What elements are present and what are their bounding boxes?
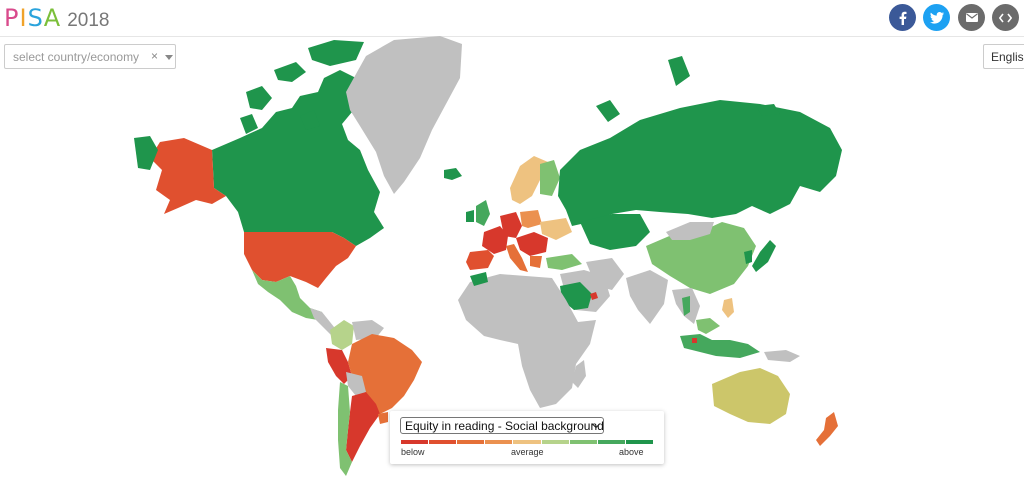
region-balkans[interactable] <box>516 232 548 256</box>
region-philippines[interactable] <box>722 298 734 318</box>
region-greece[interactable] <box>530 256 542 268</box>
region-africa[interactable] <box>458 274 596 408</box>
logo-letter-p: P <box>4 4 20 32</box>
region-poland[interactable] <box>520 210 542 228</box>
region-greenland[interactable] <box>346 36 462 194</box>
legend-swatch <box>457 440 485 444</box>
logo-wordmark: PISA <box>4 4 61 32</box>
region-russia-north-islands[interactable] <box>596 56 780 122</box>
region-uk[interactable] <box>476 200 490 226</box>
region-morocco[interactable] <box>470 272 488 286</box>
region-colombia[interactable] <box>330 320 354 350</box>
region-mongolia[interactable] <box>666 222 714 240</box>
map-legend: Equity in reading - Social background be… <box>390 411 664 464</box>
legend-swatch <box>401 440 429 444</box>
region-alaska[interactable] <box>150 138 226 214</box>
region-scandinavia[interactable] <box>510 156 548 204</box>
region-peru[interactable] <box>326 348 352 384</box>
facebook-icon <box>899 11 906 25</box>
legend-label-above: above <box>619 447 644 457</box>
region-japan[interactable] <box>752 240 776 272</box>
region-bolivia[interactable] <box>346 372 366 396</box>
region-turkey[interactable] <box>546 254 582 270</box>
legend-label-average: average <box>511 447 544 457</box>
logo-year: 2018 <box>67 10 110 31</box>
legend-swatch <box>597 440 625 444</box>
legend-swatch <box>513 440 541 444</box>
region-alaska-west[interactable] <box>134 136 158 170</box>
region-uruguay[interactable] <box>378 412 388 424</box>
region-mexico[interactable] <box>252 270 322 320</box>
legend-swatch <box>429 440 457 444</box>
region-saudi-arabia[interactable] <box>560 282 592 310</box>
region-new-guinea[interactable] <box>764 350 800 362</box>
region-argentina[interactable] <box>346 392 380 462</box>
legend-swatch <box>569 440 597 444</box>
indicator-select-label: Equity in reading - Social background <box>405 419 604 433</box>
region-iran[interactable] <box>586 258 624 290</box>
region-canada-islands[interactable] <box>240 40 364 134</box>
logo-letter-i: I <box>19 4 28 32</box>
language-select[interactable]: English <box>983 44 1024 69</box>
email-share-button[interactable] <box>958 4 985 31</box>
logo-letter-a: A <box>43 4 62 32</box>
twitter-share-button[interactable] <box>923 4 950 31</box>
region-thailand[interactable] <box>682 296 690 316</box>
legend-color-scale <box>401 440 654 444</box>
region-uae[interactable] <box>590 292 598 300</box>
world-map[interactable] <box>0 36 1024 488</box>
region-ireland[interactable] <box>466 210 474 222</box>
region-malaysia[interactable] <box>696 318 720 334</box>
region-finland[interactable] <box>540 160 560 196</box>
legend-swatch <box>625 440 653 444</box>
email-icon <box>965 13 978 22</box>
region-singapore[interactable] <box>692 338 697 343</box>
embed-button[interactable] <box>992 4 1019 31</box>
region-indonesia[interactable] <box>680 334 760 358</box>
country-select-placeholder: select country/economy <box>13 50 140 64</box>
region-ukraine[interactable] <box>540 218 572 240</box>
indicator-select[interactable]: Equity in reading - Social background <box>400 417 604 434</box>
pisa-logo[interactable]: PISA 2018 <box>4 4 110 32</box>
legend-swatch <box>541 440 569 444</box>
logo-letter-s: S <box>27 4 44 32</box>
legend-swatch <box>485 440 513 444</box>
region-russia[interactable] <box>558 100 842 226</box>
region-united-states[interactable] <box>244 232 356 288</box>
region-iberia[interactable] <box>466 250 494 270</box>
region-canada[interactable] <box>212 70 384 246</box>
region-chile[interactable] <box>338 382 352 476</box>
language-label: English <box>991 50 1024 64</box>
region-france[interactable] <box>482 226 508 254</box>
region-kazakhstan[interactable] <box>580 214 650 250</box>
region-central-america[interactable] <box>310 308 338 336</box>
embed-icon <box>999 13 1012 22</box>
region-iceland[interactable] <box>444 168 462 180</box>
clear-icon[interactable]: × <box>151 49 159 63</box>
chevron-down-icon[interactable] <box>165 55 173 60</box>
twitter-icon <box>929 11 944 24</box>
region-germany[interactable] <box>500 212 522 238</box>
region-madagascar[interactable] <box>572 360 586 388</box>
header-bar: PISA 2018 <box>0 0 1024 37</box>
region-india[interactable] <box>626 270 668 324</box>
country-select[interactable]: select country/economy × <box>4 44 176 69</box>
region-australia[interactable] <box>712 368 790 424</box>
region-korea[interactable] <box>744 250 752 264</box>
legend-label-below: below <box>401 447 425 457</box>
region-new-zealand[interactable] <box>816 412 838 446</box>
region-italy[interactable] <box>506 244 528 272</box>
facebook-share-button[interactable] <box>889 4 916 31</box>
